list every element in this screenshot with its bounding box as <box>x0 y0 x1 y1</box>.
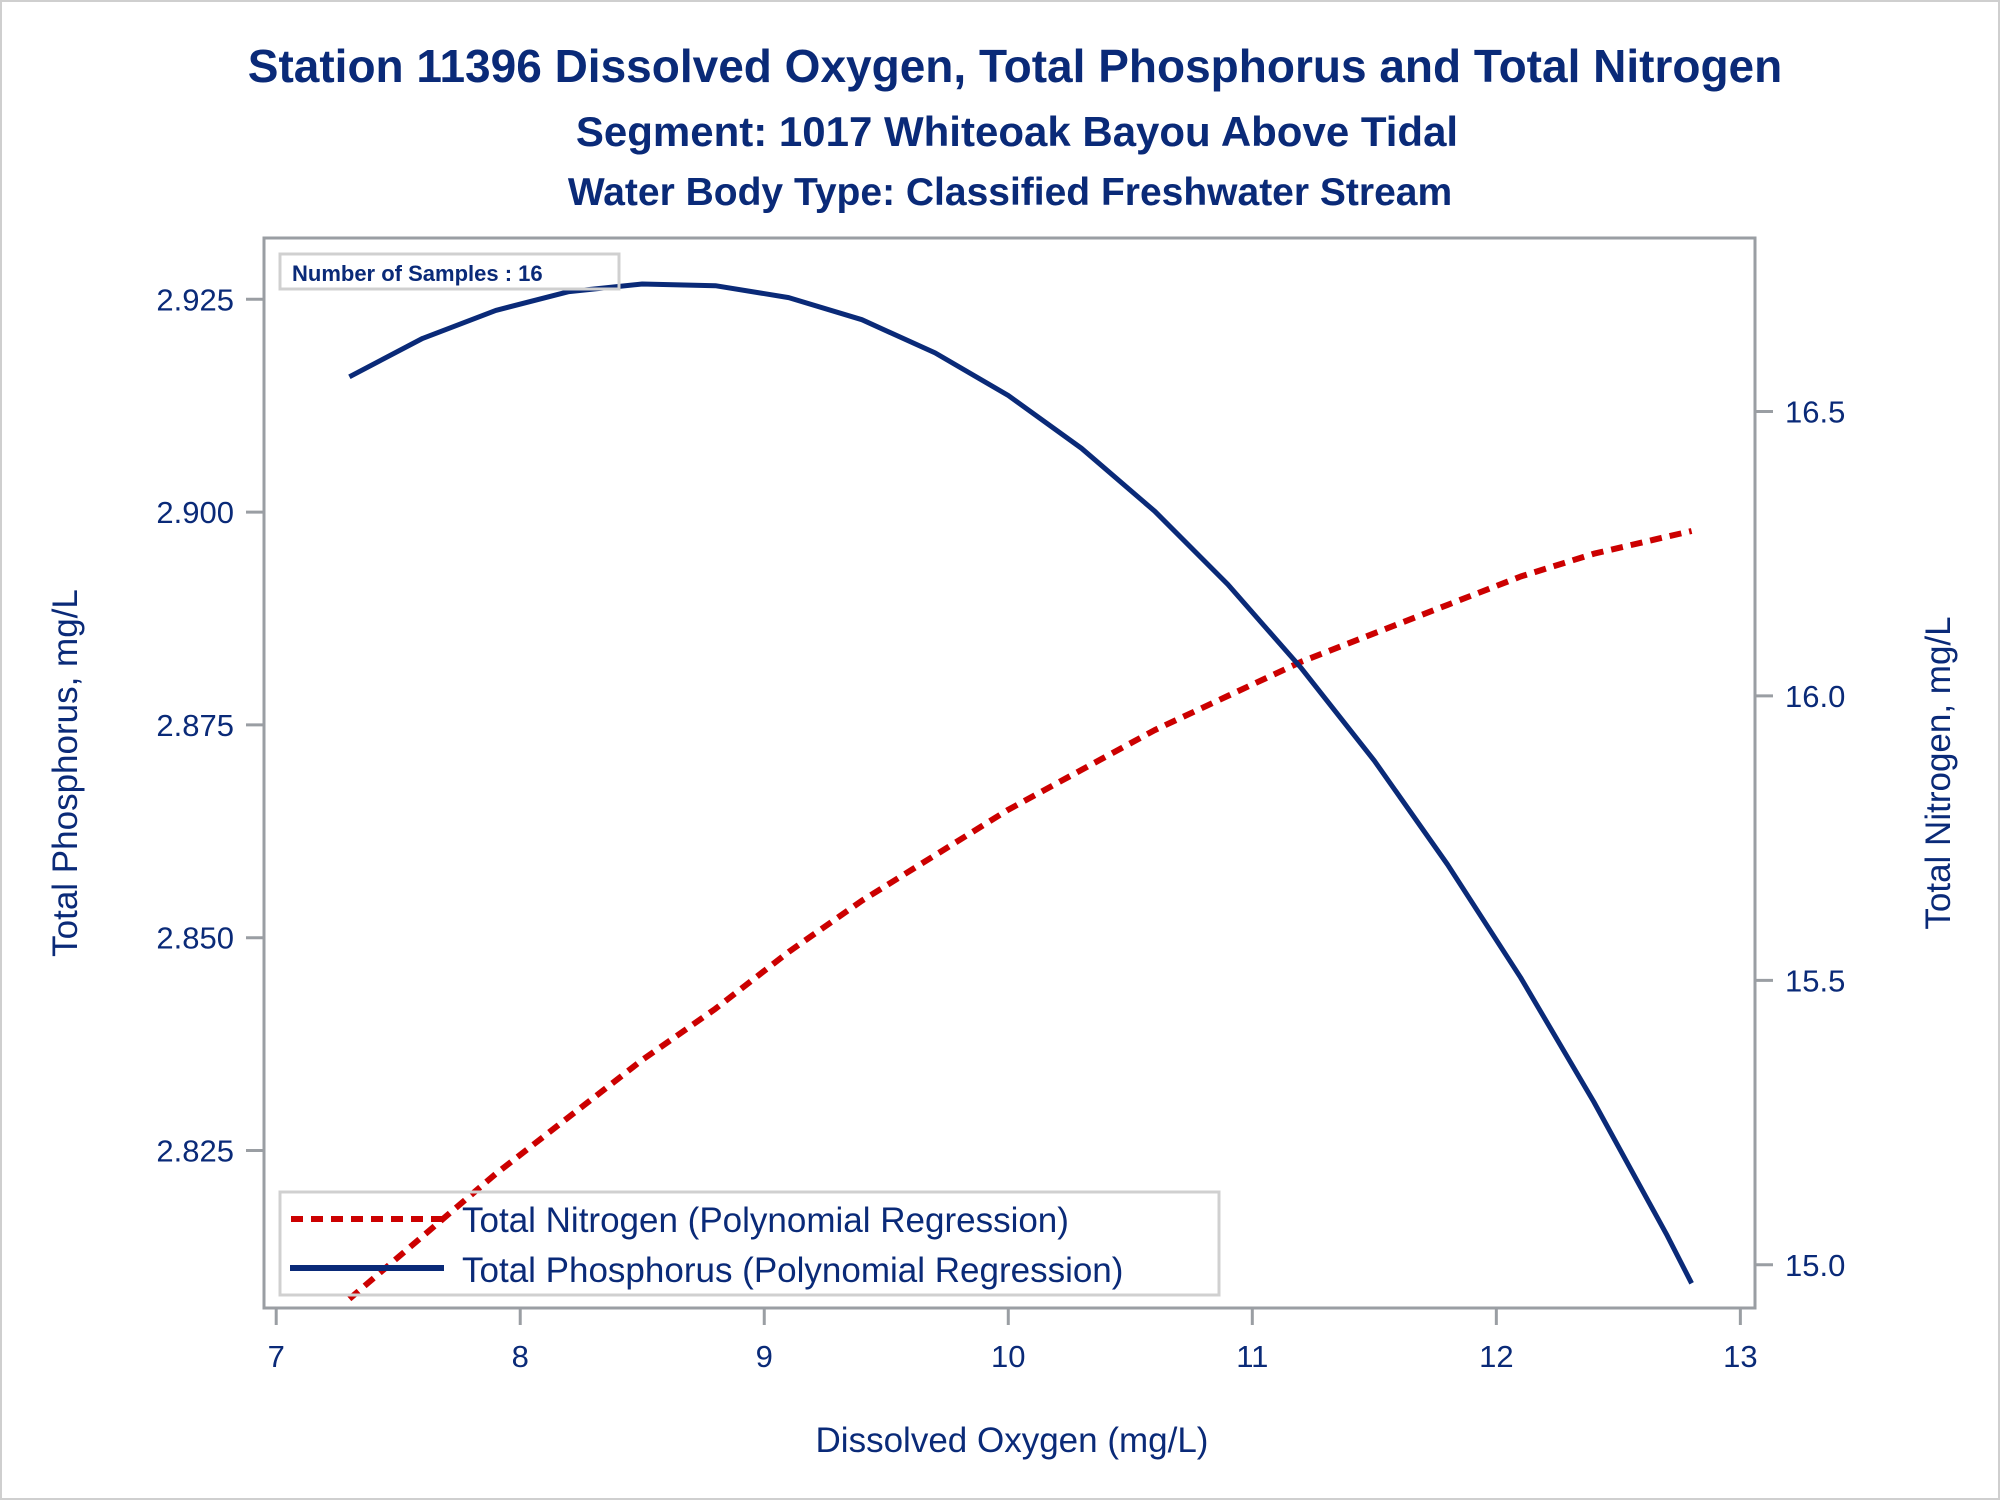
legend-label-phosphorus: Total Phosphorus (Polynomial Regression) <box>462 1251 1123 1290</box>
y-axis-left: 2.825 2.850 2.875 2.900 2.925 <box>156 282 264 1169</box>
legend-box <box>278 1190 1221 1297</box>
legend: Total Nitrogen (Polynomial Regression) T… <box>278 1190 1221 1297</box>
x-tick-label: 8 <box>512 1339 529 1374</box>
y-tick-label: 2.875 <box>156 708 234 743</box>
chart-title: Station 11396 Dissolved Oxygen, Total Ph… <box>248 40 1782 92</box>
x-tick-label: 12 <box>1479 1339 1513 1374</box>
y-tick-label: 2.900 <box>156 495 234 530</box>
samples-inset-text: Number of Samples : 16 <box>292 261 543 286</box>
legend-label-nitrogen: Total Nitrogen (Polynomial Regression) <box>462 1201 1069 1240</box>
samples-inset-box <box>278 252 621 291</box>
x-tick-label: 9 <box>756 1339 773 1374</box>
y2-axis-label: Total Nitrogen, mg/L <box>1919 616 1958 929</box>
x-tick-label: 7 <box>268 1339 285 1374</box>
x-tick-label: 10 <box>991 1339 1025 1374</box>
chart-subtitle-2: Water Body Type: Classified Freshwater S… <box>568 171 1452 214</box>
x-tick-label: 11 <box>1236 1339 1268 1374</box>
plot-area <box>262 236 1757 1310</box>
samples-inset: Number of Samples : 16 <box>278 252 621 291</box>
series-line-nitrogen <box>347 528 1693 1302</box>
y-axis-label: Total Phosphorus, mg/L <box>46 589 85 957</box>
y2-tick-label: 15.0 <box>1785 1248 1845 1283</box>
y2-tick-label: 16.0 <box>1785 679 1845 714</box>
chart-subtitle: Segment: 1017 Whiteoak Bayou Above Tidal <box>576 108 1458 155</box>
y2-tick-label: 16.5 <box>1785 394 1845 429</box>
y-axis-right: 15.0 15.5 16.0 16.5 <box>1755 394 1845 1283</box>
y-tick-label: 2.850 <box>156 921 234 956</box>
y2-tick-label: 15.5 <box>1785 963 1845 998</box>
y-tick-label: 2.825 <box>156 1134 234 1169</box>
y-tick-label: 2.925 <box>156 282 234 317</box>
x-axis: 7 8 9 10 11 12 13 <box>268 1308 1758 1374</box>
x-axis-label: Dissolved Oxygen (mg/L) <box>816 1421 1209 1460</box>
x-tick-label: 13 <box>1723 1339 1757 1374</box>
